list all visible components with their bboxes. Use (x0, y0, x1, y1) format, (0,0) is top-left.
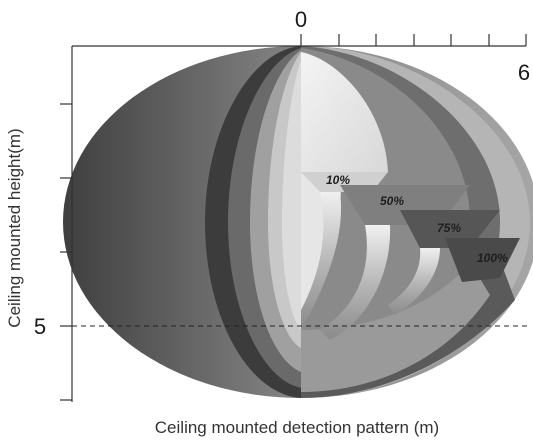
y-axis-marked-label: 5 (34, 314, 46, 339)
x-axis-title: Ceiling mounted detection pattern (m) (155, 418, 439, 437)
x-axis-end-label: 6 (518, 60, 530, 85)
step-wall-75 (388, 248, 440, 315)
zone-10-left (282, 60, 301, 330)
step-wall-10 (301, 192, 342, 330)
zone-label-100: 100% (477, 251, 508, 265)
y-axis (60, 46, 73, 402)
zone-10-core (301, 52, 388, 172)
x-axis-origin-label: 0 (295, 7, 307, 32)
shelf-100 (445, 238, 520, 282)
zone-label-75: 75% (437, 221, 461, 235)
step-wall-50 (320, 225, 391, 340)
zone-label-50: 50% (380, 194, 404, 208)
zone-label-10: 10% (326, 173, 350, 187)
x-axis (72, 34, 527, 47)
y-axis-title: Ceiling mounted height(m) (5, 128, 24, 327)
lower-right-mid (301, 262, 490, 392)
